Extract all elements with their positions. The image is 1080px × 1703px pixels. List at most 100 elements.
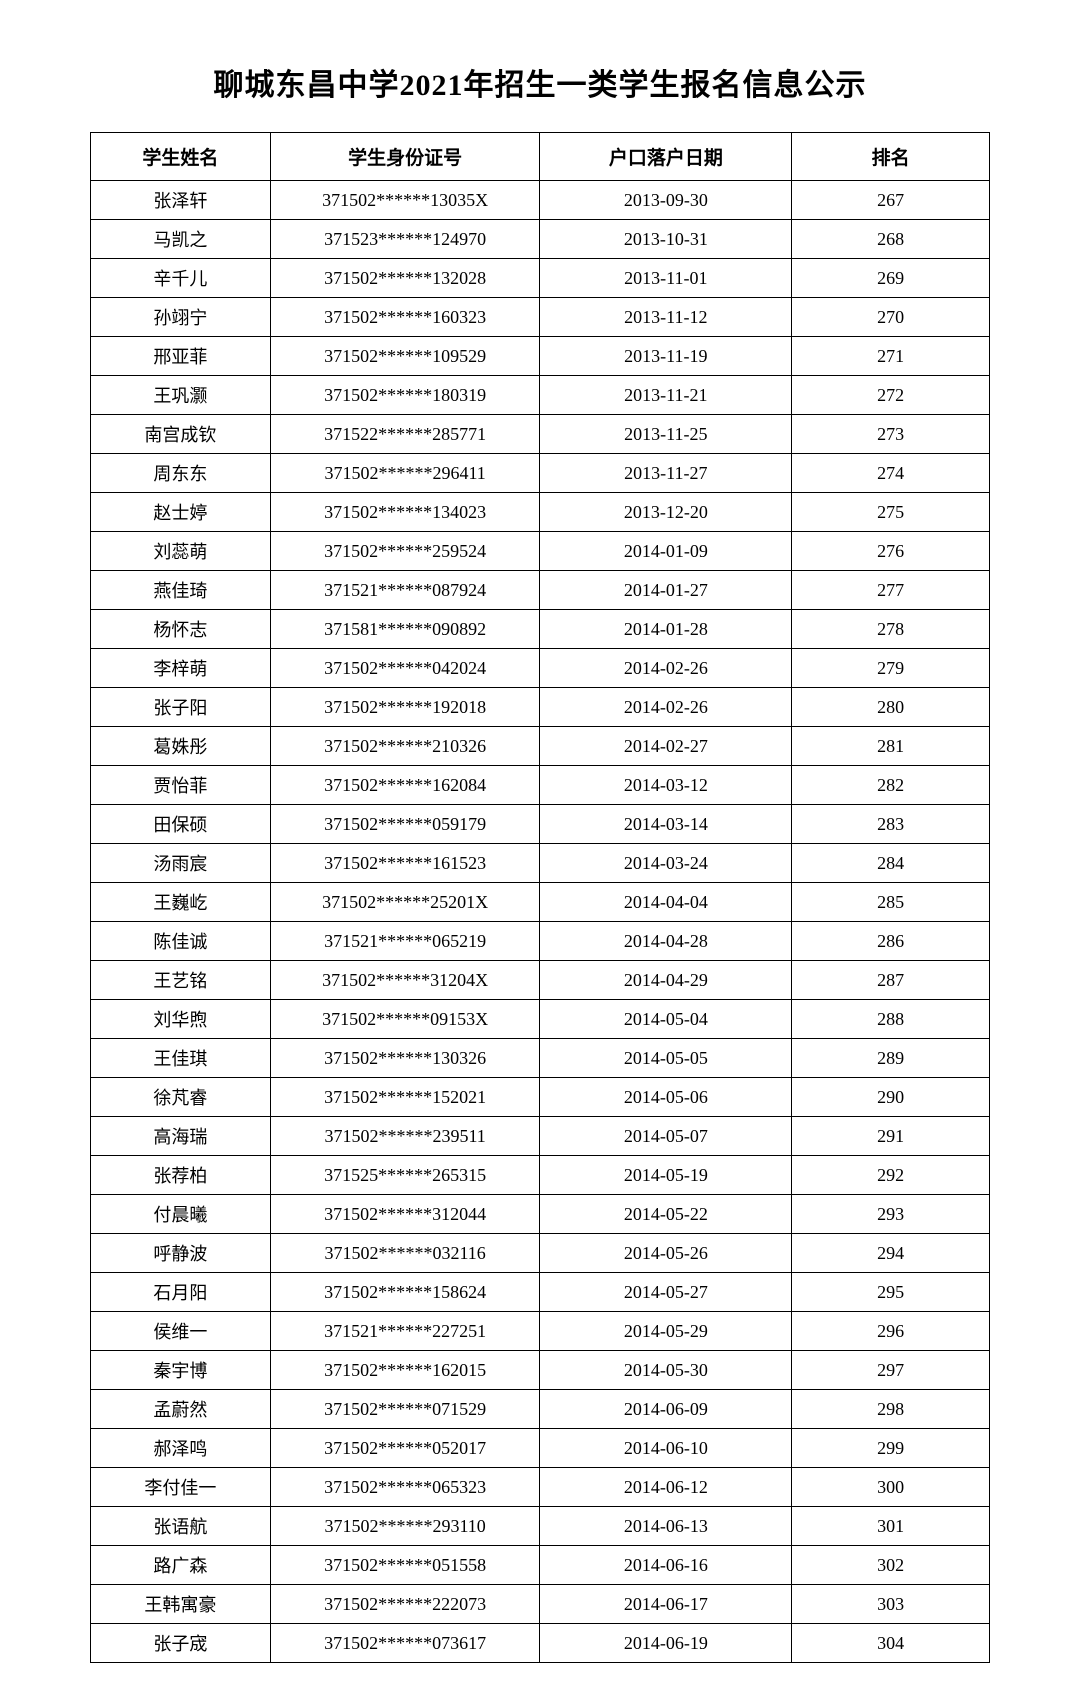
table-cell: 272 — [792, 376, 990, 415]
table-cell: 2014-06-12 — [540, 1468, 792, 1507]
table-cell: 371502******31204X — [270, 961, 540, 1000]
table-cell: 371502******059179 — [270, 805, 540, 844]
table-cell: 371502******192018 — [270, 688, 540, 727]
table-cell: 371502******09153X — [270, 1000, 540, 1039]
table-cell: 郝泽鸣 — [91, 1429, 271, 1468]
table-cell: 280 — [792, 688, 990, 727]
table-cell: 张语航 — [91, 1507, 271, 1546]
table-cell: 371502******293110 — [270, 1507, 540, 1546]
table-cell: 2014-06-19 — [540, 1624, 792, 1663]
table-cell: 371525******265315 — [270, 1156, 540, 1195]
table-cell: 286 — [792, 922, 990, 961]
table-row: 付晨曦371502******3120442014-05-22293 — [91, 1195, 990, 1234]
table-cell: 290 — [792, 1078, 990, 1117]
table-cell: 304 — [792, 1624, 990, 1663]
table-cell: 2014-05-22 — [540, 1195, 792, 1234]
table-cell: 2014-06-16 — [540, 1546, 792, 1585]
col-header-name: 学生姓名 — [91, 133, 271, 181]
table-cell: 371502******162015 — [270, 1351, 540, 1390]
table-cell: 297 — [792, 1351, 990, 1390]
table-cell: 285 — [792, 883, 990, 922]
table-cell: 葛姝彤 — [91, 727, 271, 766]
table-row: 贾怡菲371502******1620842014-03-12282 — [91, 766, 990, 805]
table-row: 马凯之371523******1249702013-10-31268 — [91, 220, 990, 259]
table-cell: 2013-09-30 — [540, 181, 792, 220]
table-cell: 371502******152021 — [270, 1078, 540, 1117]
table-cell: 2014-03-24 — [540, 844, 792, 883]
table-row: 石月阳371502******1586242014-05-27295 — [91, 1273, 990, 1312]
table-cell: 371502******210326 — [270, 727, 540, 766]
table-cell: 371502******109529 — [270, 337, 540, 376]
table-cell: 299 — [792, 1429, 990, 1468]
table-cell: 302 — [792, 1546, 990, 1585]
table-cell: 371502******180319 — [270, 376, 540, 415]
table-cell: 293 — [792, 1195, 990, 1234]
table-cell: 2013-11-27 — [540, 454, 792, 493]
table-cell: 371581******090892 — [270, 610, 540, 649]
table-row: 李梓萌371502******0420242014-02-26279 — [91, 649, 990, 688]
table-cell: 298 — [792, 1390, 990, 1429]
table-cell: 371502******032116 — [270, 1234, 540, 1273]
table-cell: 371502******052017 — [270, 1429, 540, 1468]
table-cell: 2014-05-27 — [540, 1273, 792, 1312]
table-cell: 孟蔚然 — [91, 1390, 271, 1429]
table-cell: 275 — [792, 493, 990, 532]
table-cell: 2014-04-29 — [540, 961, 792, 1000]
table-body: 张泽轩371502******13035X2013-09-30267马凯之371… — [91, 181, 990, 1663]
table-cell: 295 — [792, 1273, 990, 1312]
table-cell: 周东东 — [91, 454, 271, 493]
table-row: 葛姝彤371502******2103262014-02-27281 — [91, 727, 990, 766]
table-row: 燕佳琦371521******0879242014-01-27277 — [91, 571, 990, 610]
table-cell: 张子宬 — [91, 1624, 271, 1663]
table-row: 王巩灏371502******1803192013-11-21272 — [91, 376, 990, 415]
table-cell: 2014-01-09 — [540, 532, 792, 571]
table-cell: 371502******259524 — [270, 532, 540, 571]
table-cell: 2014-05-04 — [540, 1000, 792, 1039]
table-cell: 2014-05-26 — [540, 1234, 792, 1273]
table-cell: 侯维一 — [91, 1312, 271, 1351]
table-cell: 267 — [792, 181, 990, 220]
table-cell: 282 — [792, 766, 990, 805]
table-cell: 秦宇博 — [91, 1351, 271, 1390]
table-cell: 呼静波 — [91, 1234, 271, 1273]
table-row: 邢亚菲371502******1095292013-11-19271 — [91, 337, 990, 376]
table-cell: 288 — [792, 1000, 990, 1039]
table-cell: 371502******312044 — [270, 1195, 540, 1234]
table-cell: 296 — [792, 1312, 990, 1351]
table-cell: 徐芃睿 — [91, 1078, 271, 1117]
col-header-date: 户口落户日期 — [540, 133, 792, 181]
table-cell: 2014-05-30 — [540, 1351, 792, 1390]
table-cell: 371502******296411 — [270, 454, 540, 493]
table-cell: 279 — [792, 649, 990, 688]
table-cell: 371521******227251 — [270, 1312, 540, 1351]
table-row: 王佳琪371502******1303262014-05-05289 — [91, 1039, 990, 1078]
table-cell: 277 — [792, 571, 990, 610]
table-cell: 赵士婷 — [91, 493, 271, 532]
table-cell: 2013-12-20 — [540, 493, 792, 532]
table-row: 秦宇博371502******1620152014-05-30297 — [91, 1351, 990, 1390]
table-row: 路广森371502******0515582014-06-16302 — [91, 1546, 990, 1585]
table-cell: 371502******073617 — [270, 1624, 540, 1663]
table-cell: 291 — [792, 1117, 990, 1156]
table-row: 王巍屹371502******25201X2014-04-04285 — [91, 883, 990, 922]
table-cell: 贾怡菲 — [91, 766, 271, 805]
table-cell: 石月阳 — [91, 1273, 271, 1312]
table-cell: 371502******162084 — [270, 766, 540, 805]
table-row: 张泽轩371502******13035X2013-09-30267 — [91, 181, 990, 220]
table-cell: 王佳琪 — [91, 1039, 271, 1078]
table-cell: 2013-11-21 — [540, 376, 792, 415]
table-row: 辛千儿371502******1320282013-11-01269 — [91, 259, 990, 298]
table-cell: 刘蕊萌 — [91, 532, 271, 571]
table-cell: 276 — [792, 532, 990, 571]
table-cell: 371502******065323 — [270, 1468, 540, 1507]
table-cell: 付晨曦 — [91, 1195, 271, 1234]
table-row: 张荐柏371525******2653152014-05-19292 — [91, 1156, 990, 1195]
table-cell: 王巩灏 — [91, 376, 271, 415]
table-row: 王艺铭371502******31204X2014-04-29287 — [91, 961, 990, 1000]
table-cell: 2013-11-01 — [540, 259, 792, 298]
table-cell: 268 — [792, 220, 990, 259]
table-cell: 王艺铭 — [91, 961, 271, 1000]
table-row: 张子宬371502******0736172014-06-19304 — [91, 1624, 990, 1663]
table-cell: 燕佳琦 — [91, 571, 271, 610]
table-cell: 303 — [792, 1585, 990, 1624]
